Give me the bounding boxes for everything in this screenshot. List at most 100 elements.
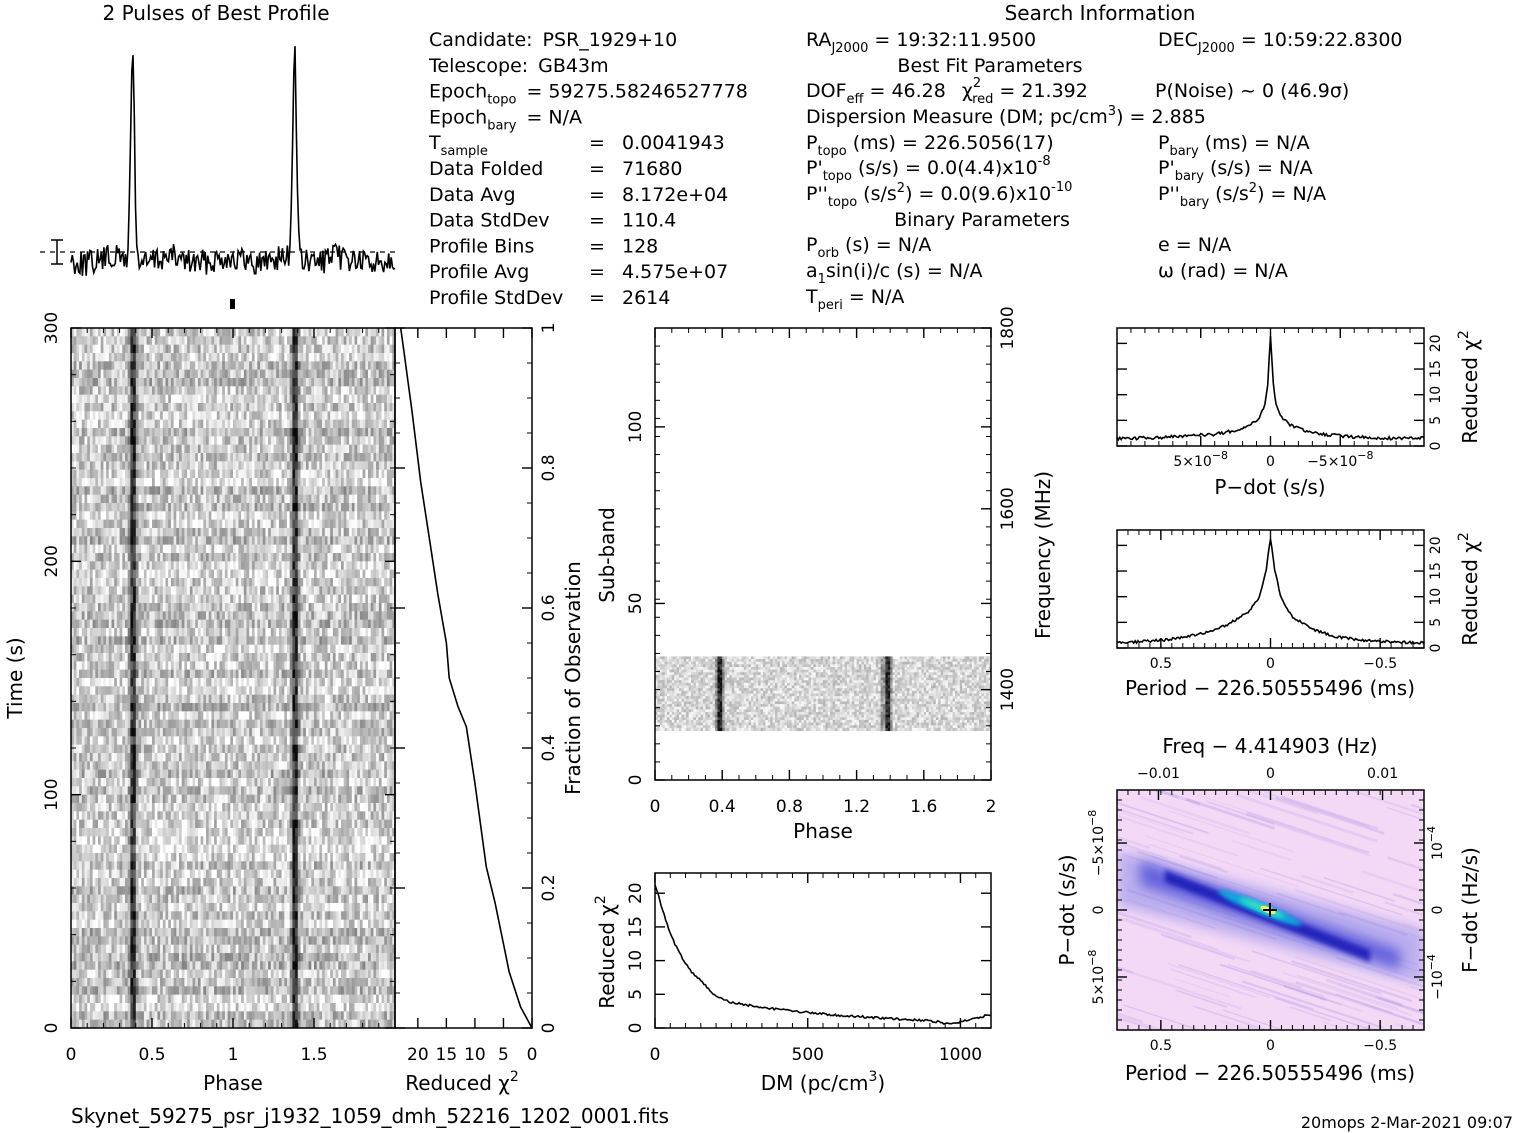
- tp-cell: [84, 486, 88, 496]
- tp-cell: [260, 628, 264, 637]
- tp-cell: [273, 469, 277, 479]
- tp-cell: [370, 444, 374, 454]
- tp-cell: [206, 503, 210, 512]
- tp-cell: [100, 369, 104, 379]
- tp-cell: [268, 503, 272, 512]
- tp-cell: [162, 528, 166, 537]
- tp-cell: [292, 361, 296, 371]
- tp-cell: [168, 628, 172, 637]
- tp-cell: [314, 503, 318, 512]
- tp-cell: [165, 461, 169, 471]
- tp-cell: [249, 386, 253, 396]
- tp-cell: [378, 578, 382, 587]
- tp-cell: [332, 536, 337, 546]
- tp-cell: [116, 594, 121, 604]
- tp-cell: [241, 636, 245, 646]
- tp-cell: [376, 569, 380, 579]
- tp-cell: [152, 486, 156, 496]
- search-info-title: Search Information: [1005, 1, 1196, 25]
- tp-cell: [268, 544, 272, 554]
- tp-cell: [184, 603, 188, 612]
- tp-cell: [184, 628, 188, 637]
- tp-cell: [362, 553, 366, 562]
- tp-cell: [324, 436, 328, 446]
- tp-cell: [100, 536, 104, 546]
- tp-cell: [87, 461, 91, 471]
- tp-cell: [362, 469, 366, 479]
- tp-cell: [381, 419, 385, 429]
- tp-cell: [98, 594, 102, 604]
- tp-cell: [143, 419, 148, 429]
- tp-cell: [95, 328, 99, 337]
- tp-cell: [125, 619, 129, 629]
- tp-cell: [108, 369, 112, 379]
- tp-cell: [243, 403, 247, 412]
- tp-cell: [330, 336, 334, 346]
- tp-cell: [292, 461, 296, 471]
- tp-cell: [149, 569, 153, 579]
- tp-cell: [187, 586, 191, 596]
- tp-cell: [108, 511, 112, 521]
- tp-cell: [160, 594, 164, 604]
- tp-cell: [111, 536, 115, 546]
- tp-cell: [203, 503, 207, 512]
- tp-cell: [257, 461, 261, 471]
- tp-cell: [327, 386, 331, 396]
- tp-cell: [341, 603, 345, 612]
- tp-cell: [200, 644, 204, 654]
- tp-cell: [241, 528, 245, 537]
- tp-cell: [73, 561, 77, 571]
- tp-cell: [303, 544, 307, 554]
- tp-cell: [268, 528, 272, 537]
- tp-cell: [146, 553, 150, 562]
- tp-cell: [168, 561, 172, 571]
- tp-cell: [187, 536, 191, 546]
- tp-cell: [300, 436, 304, 446]
- tp-cell: [359, 553, 364, 562]
- tp-cell: [173, 444, 177, 454]
- tp-cell: [157, 403, 161, 412]
- tp-cell: [268, 436, 272, 446]
- tp-cell: [251, 503, 256, 512]
- tp-cell: [324, 486, 328, 496]
- tp-cell: [111, 361, 115, 371]
- tp-cell: [368, 469, 372, 479]
- tp-cell: [181, 603, 185, 612]
- tp-cell: [76, 344, 80, 354]
- tp-cell: [289, 628, 293, 637]
- tp-cell: [300, 544, 304, 554]
- tp-cell: [251, 561, 256, 571]
- tp-cell: [289, 386, 293, 396]
- tp-cell: [346, 336, 350, 346]
- tp-cell: [354, 636, 358, 646]
- tp-cell: [203, 361, 207, 371]
- tp-cell: [233, 478, 237, 487]
- tp-cell: [368, 444, 372, 454]
- tp-cell: [219, 469, 223, 479]
- tp-cell: [133, 378, 137, 387]
- tp-cell: [297, 528, 301, 537]
- tp-cell: [76, 653, 80, 662]
- tp-cell: [311, 553, 315, 562]
- tp-cell: [241, 444, 245, 454]
- tp-cell: [146, 361, 150, 371]
- tp-cell: [154, 436, 158, 446]
- tp-cell: [311, 519, 315, 529]
- tp-cell: [122, 344, 126, 354]
- tp-cell: [119, 603, 123, 612]
- tp-cell: [149, 444, 153, 454]
- tp-cell: [349, 569, 353, 579]
- tp-cell: [357, 461, 361, 471]
- tp-cell: [108, 436, 112, 446]
- tp-cell: [297, 353, 301, 362]
- tp-cell: [381, 453, 385, 462]
- tp-cell: [222, 644, 226, 654]
- tp-cell: [322, 469, 326, 479]
- tp-cell: [311, 328, 315, 337]
- tp-cell: [243, 353, 247, 362]
- tp-cell: [179, 353, 183, 362]
- tp-cell: [343, 644, 347, 654]
- tp-cell: [381, 586, 385, 596]
- tp-cell: [149, 328, 153, 337]
- tp-cell: [73, 586, 77, 596]
